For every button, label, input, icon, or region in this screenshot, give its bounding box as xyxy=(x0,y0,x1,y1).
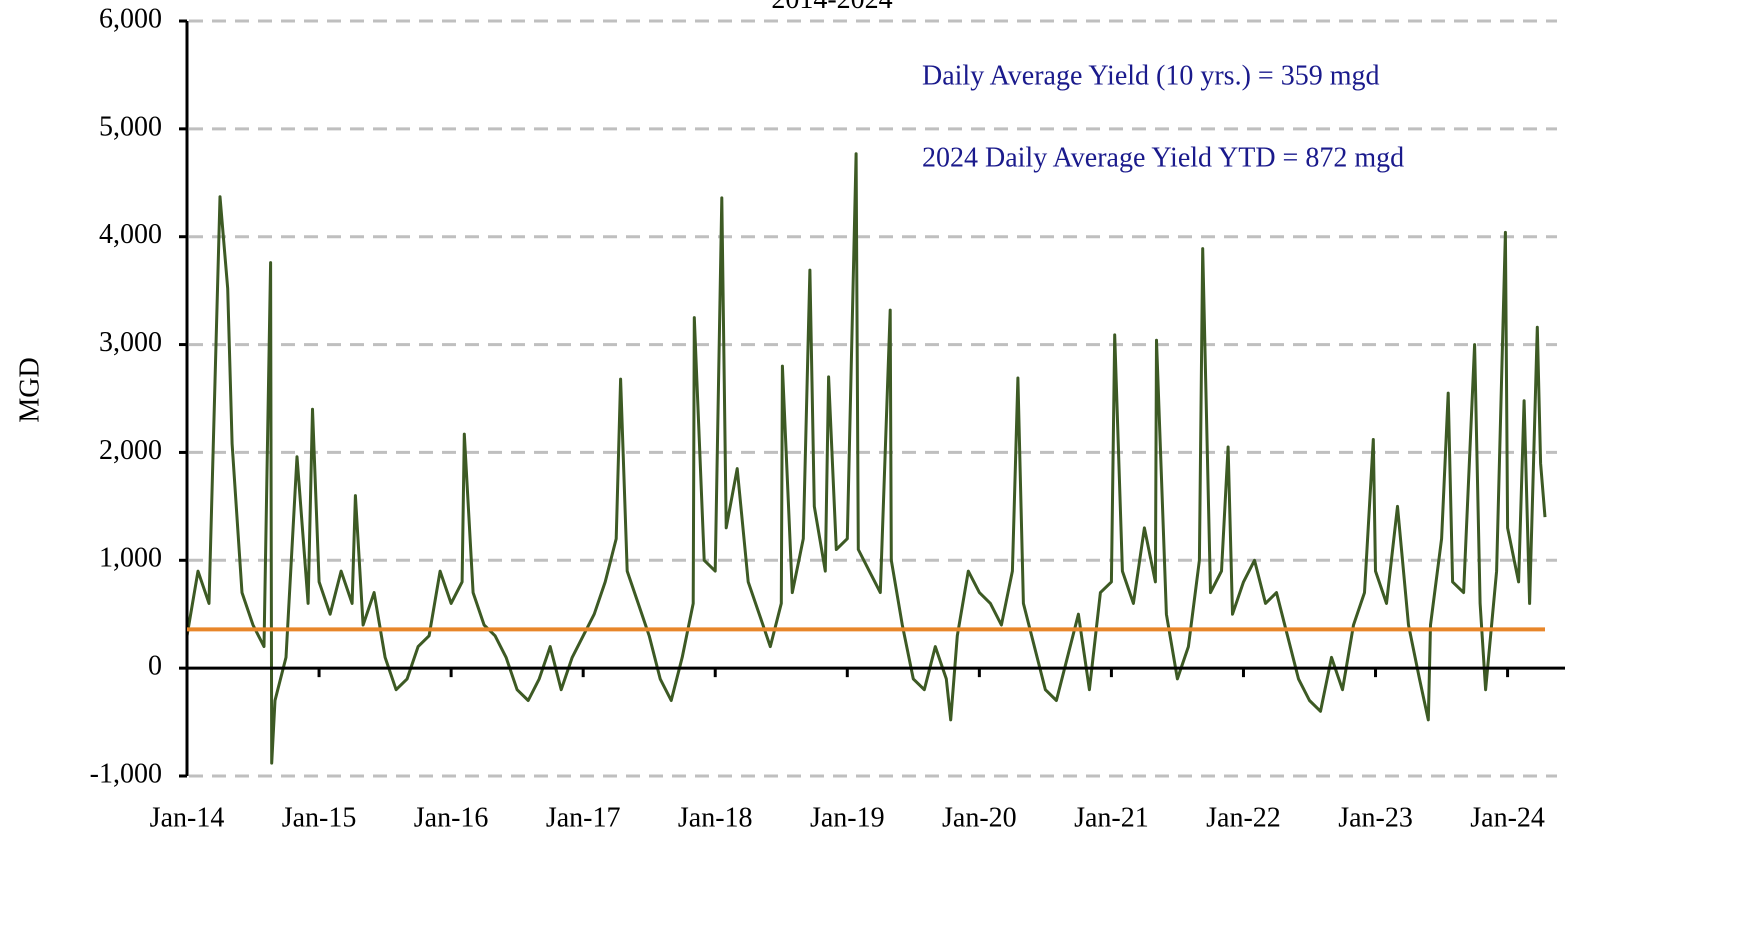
y-tick-label: 0 xyxy=(148,651,162,682)
x-tick-label: Jan-18 xyxy=(678,802,753,833)
x-tick-label: Jan-17 xyxy=(546,802,621,833)
x-tick-label: Jan-19 xyxy=(810,802,885,833)
annotation: Daily Average Yield (10 yrs.) = 359 mgd xyxy=(922,60,1379,91)
y-tick-label: 1,000 xyxy=(99,543,162,574)
y-tick-label: 4,000 xyxy=(99,219,162,250)
y-tick-label: 3,000 xyxy=(99,327,162,358)
y-axis-label: MGD xyxy=(14,357,45,422)
chart-title: 2014-2024 xyxy=(771,0,892,15)
x-tick-label: Jan-14 xyxy=(150,802,225,833)
x-tick-label: Jan-16 xyxy=(414,802,489,833)
y-tick-label: 6,000 xyxy=(99,3,162,34)
y-tick-label: 5,000 xyxy=(99,111,162,142)
y-tick-label: 2,000 xyxy=(99,435,162,466)
x-tick-label: Jan-20 xyxy=(942,802,1017,833)
x-tick-label: Jan-22 xyxy=(1206,802,1281,833)
data-line xyxy=(185,152,1547,765)
x-tick-label: Jan-24 xyxy=(1470,802,1545,833)
x-tick-label: Jan-15 xyxy=(282,802,357,833)
x-tick-label: Jan-21 xyxy=(1074,802,1149,833)
annotation: 2024 Daily Average Yield YTD = 872 mgd xyxy=(922,142,1404,173)
y-tick-label: -1,000 xyxy=(90,758,162,789)
x-tick-label: Jan-23 xyxy=(1338,802,1413,833)
